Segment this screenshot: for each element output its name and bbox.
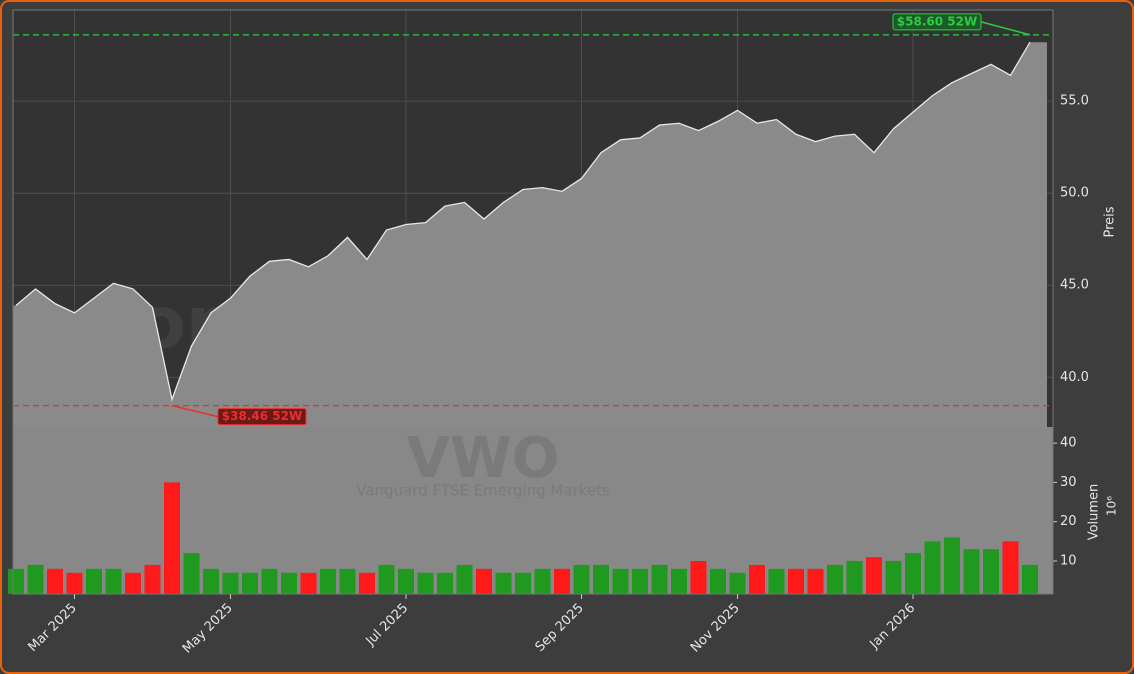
volume-bar bbox=[339, 568, 356, 594]
y-tick-label: 45.0 bbox=[1060, 278, 1089, 293]
volume-bar bbox=[651, 564, 668, 594]
volume-bar bbox=[144, 564, 161, 594]
volume-bar bbox=[417, 572, 434, 594]
volume-bar bbox=[1022, 564, 1038, 594]
volume-bar bbox=[495, 572, 512, 594]
y-axis-unit: 10⁶ bbox=[1105, 496, 1119, 516]
volume-bar bbox=[729, 572, 746, 594]
watermark-name: Vanguard FTSE Emerging Markets bbox=[356, 482, 610, 500]
volume-bar bbox=[749, 564, 765, 594]
volume-bar bbox=[398, 568, 414, 594]
extreme-arrow bbox=[171, 404, 219, 418]
extreme-label: $38.46 52W bbox=[222, 409, 302, 423]
volume-bar bbox=[105, 568, 122, 594]
price-area bbox=[13, 42, 1047, 428]
volume-bar bbox=[534, 568, 551, 594]
y-axis-label: Volumen bbox=[1087, 484, 1102, 541]
volume-bar bbox=[827, 564, 843, 594]
volume-bar bbox=[690, 560, 707, 594]
volume-bar bbox=[983, 549, 999, 594]
volume-bar bbox=[515, 572, 531, 594]
volume-bar bbox=[281, 572, 297, 594]
volume-bar bbox=[86, 568, 102, 594]
watermark-ticker: VWO bbox=[407, 426, 560, 491]
volume-bar bbox=[203, 568, 219, 594]
volume-bar bbox=[554, 568, 570, 594]
price-line bbox=[15, 41, 1031, 402]
volume-bar bbox=[885, 560, 902, 594]
y-tick-label: 40 bbox=[1060, 436, 1077, 451]
volume-bar bbox=[807, 568, 824, 594]
volume-bar bbox=[710, 568, 726, 594]
volume-bar bbox=[905, 553, 921, 594]
volume-bar bbox=[27, 564, 44, 594]
y-tick-label: 55.0 bbox=[1060, 94, 1089, 109]
volume-bar bbox=[125, 572, 141, 594]
volume-bar bbox=[944, 537, 960, 594]
volume-bar bbox=[788, 568, 804, 594]
volume-bar bbox=[261, 568, 278, 594]
volume-bar bbox=[866, 557, 882, 594]
panel-border bbox=[12, 9, 1054, 595]
y-tick-label: 30 bbox=[1060, 475, 1077, 490]
volume-bar bbox=[846, 560, 863, 594]
volume-bar bbox=[222, 572, 239, 594]
volume-bar bbox=[1002, 541, 1019, 594]
y-tick-label: 20 bbox=[1060, 514, 1077, 529]
volume-bar bbox=[66, 572, 83, 594]
volume-bar bbox=[8, 568, 24, 594]
volume-bar bbox=[456, 564, 473, 594]
volume-bar bbox=[963, 549, 980, 594]
volume-bar bbox=[671, 568, 687, 594]
volume-bar bbox=[183, 553, 200, 594]
volume-bar bbox=[476, 568, 492, 594]
volume-bar bbox=[437, 572, 453, 594]
y-tick-label: 40.0 bbox=[1060, 370, 1089, 385]
volume-bar bbox=[378, 564, 395, 594]
y-axis-label: Preis bbox=[1103, 206, 1118, 237]
volume-bar bbox=[164, 482, 180, 594]
volume-bar bbox=[47, 568, 63, 594]
volume-bar bbox=[573, 564, 590, 594]
volume-bar bbox=[359, 572, 375, 594]
volume-bar bbox=[924, 541, 941, 594]
volume-bar bbox=[593, 564, 609, 594]
y-tick-label: 10 bbox=[1060, 553, 1077, 568]
volume-bar bbox=[768, 568, 785, 594]
y-tick-label: 50.0 bbox=[1060, 186, 1089, 201]
volume-bar bbox=[242, 572, 258, 594]
volume-bar bbox=[632, 568, 648, 594]
volume-bar bbox=[320, 568, 336, 594]
extreme-label: $58.60 52W bbox=[897, 14, 977, 28]
volume-bar bbox=[612, 568, 629, 594]
extreme-arrow bbox=[980, 21, 1031, 36]
volume-bar bbox=[300, 572, 317, 594]
